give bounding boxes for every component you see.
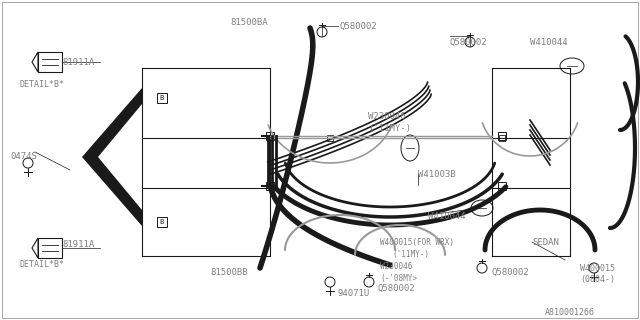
Text: DETAIL*B*: DETAIL*B* bbox=[20, 80, 65, 89]
Bar bbox=[266, 182, 274, 190]
Bar bbox=[499, 135, 505, 141]
Text: (0804-): (0804-) bbox=[580, 275, 615, 284]
Bar bbox=[38, 52, 62, 72]
Text: W41003B: W41003B bbox=[418, 170, 456, 179]
Bar bbox=[157, 93, 167, 103]
Text: ('11MY-): ('11MY-) bbox=[368, 124, 411, 133]
Text: W400015: W400015 bbox=[580, 264, 615, 273]
Text: 81911A: 81911A bbox=[62, 240, 94, 249]
Text: 0474S: 0474S bbox=[10, 152, 37, 161]
Text: (-'08MY>: (-'08MY> bbox=[380, 274, 417, 283]
Text: W230046: W230046 bbox=[380, 262, 412, 271]
Text: 94071U: 94071U bbox=[337, 289, 369, 298]
Bar bbox=[266, 132, 274, 140]
Ellipse shape bbox=[560, 58, 584, 74]
Bar bbox=[38, 238, 62, 258]
Text: W230046: W230046 bbox=[368, 112, 406, 121]
Text: 81911A: 81911A bbox=[62, 58, 94, 67]
Text: W400015(FOR WRX): W400015(FOR WRX) bbox=[380, 238, 454, 247]
Bar bbox=[498, 132, 506, 140]
Text: 81500BB: 81500BB bbox=[210, 268, 248, 277]
Text: SEDAN: SEDAN bbox=[532, 238, 559, 247]
Text: Q580002: Q580002 bbox=[377, 284, 415, 293]
Text: B: B bbox=[160, 95, 164, 101]
Text: B: B bbox=[160, 219, 164, 225]
Polygon shape bbox=[32, 238, 38, 258]
Ellipse shape bbox=[401, 135, 419, 161]
Text: 81500BA: 81500BA bbox=[230, 18, 268, 27]
Ellipse shape bbox=[471, 200, 493, 216]
Text: A810001266: A810001266 bbox=[545, 308, 595, 317]
Text: DETAIL*B*: DETAIL*B* bbox=[20, 260, 65, 269]
Text: Q580002: Q580002 bbox=[450, 38, 488, 47]
Polygon shape bbox=[82, 88, 142, 226]
Text: Q580002: Q580002 bbox=[340, 22, 378, 31]
Bar bbox=[498, 182, 506, 190]
Text: ('11MY-): ('11MY-) bbox=[392, 250, 429, 259]
Bar bbox=[157, 217, 167, 227]
Text: W410044: W410044 bbox=[530, 38, 568, 47]
Text: Q580002: Q580002 bbox=[492, 268, 530, 277]
Bar bbox=[327, 135, 333, 141]
Text: W410044: W410044 bbox=[428, 212, 466, 221]
Polygon shape bbox=[32, 52, 38, 72]
